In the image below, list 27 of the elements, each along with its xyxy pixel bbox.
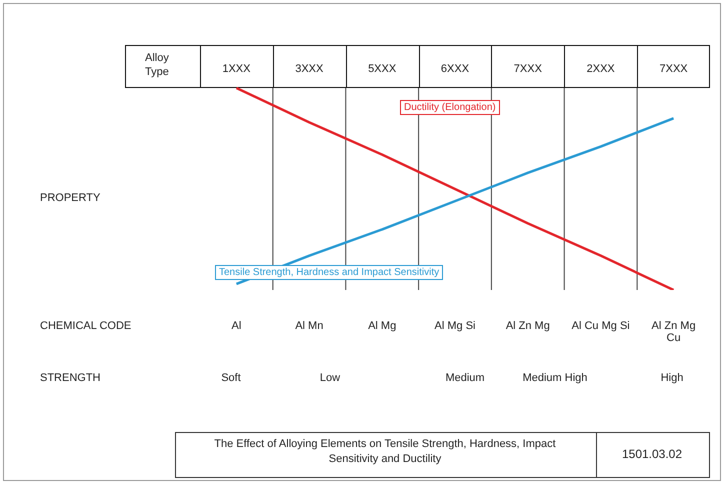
x-tick-label: 1XXX (222, 63, 252, 75)
x-tick-label: 5XXX (368, 63, 397, 75)
text: Ductility (Elongation) (400, 100, 500, 115)
x-tick-label: 7XXX (660, 63, 688, 75)
text: Al Mg Si (434, 320, 476, 332)
x-tick-label: 7XXX (514, 63, 543, 75)
text: STRENGTH (40, 372, 100, 384)
text: Al (230, 320, 242, 332)
text: CHEMICAL CODE (40, 320, 132, 332)
text: The Effect of Alloying Elements on Tensile Strength, Hardness, Impact Sensitivity and Ductility (213, 437, 557, 467)
x-tick-label: 6XXX (440, 63, 470, 75)
text: Medium High (522, 372, 588, 384)
text: Al Mg (367, 320, 398, 332)
x-tick-label: 3XXX (295, 63, 324, 75)
text: 1501.03.02 (620, 447, 684, 461)
text: PROPERTY (40, 192, 100, 204)
x-axis-title: Alloy Type (145, 51, 170, 79)
x-tick-label: 2XXX (586, 63, 616, 75)
text: Al Zn Mg (504, 320, 551, 332)
text: Medium (444, 372, 486, 384)
text: High (660, 372, 684, 384)
series-label: Tensile Strength, Hardness and Impact Sensitivity (215, 265, 444, 280)
text: Al Cu Mg Si (570, 320, 631, 332)
text: Al Mn (294, 320, 324, 332)
text: Al Zn Mg Cu (650, 320, 697, 344)
text: Low (318, 372, 342, 384)
text: Soft (220, 372, 242, 384)
